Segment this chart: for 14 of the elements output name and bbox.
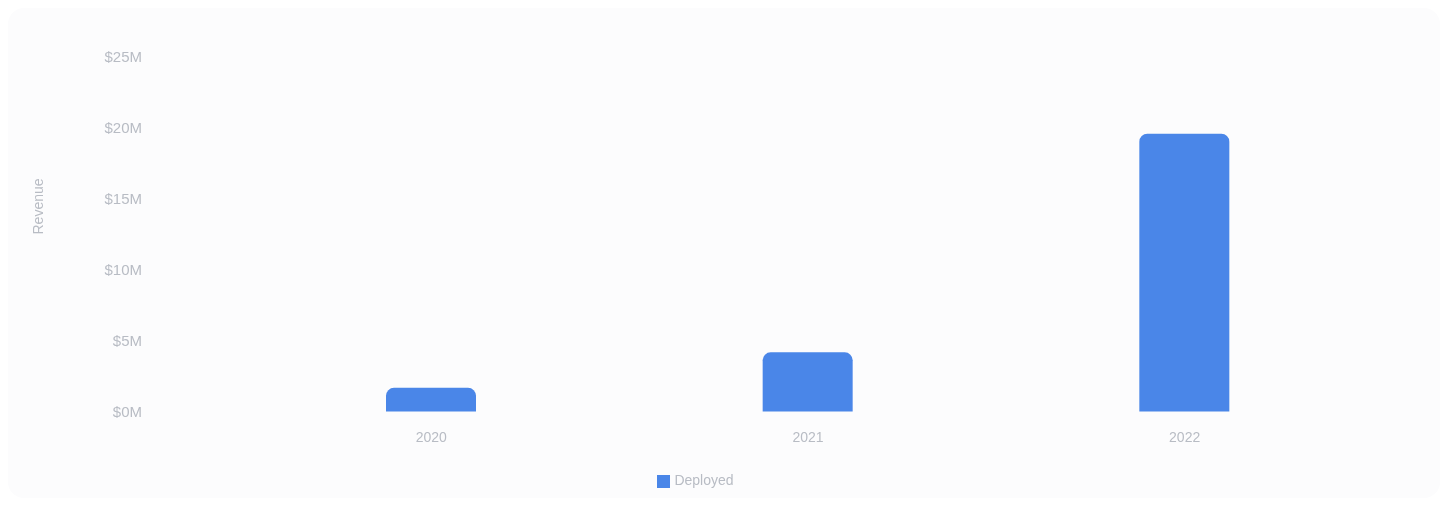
bar [762, 352, 853, 412]
x-tick-label: 2020 [415, 428, 448, 445]
y-tick-label: $15M [104, 190, 142, 208]
y-tick-label: $10M [104, 261, 142, 279]
y-tick-label: $20M [104, 119, 142, 137]
y-tick-label: $0M [112, 403, 142, 421]
bar [1139, 133, 1230, 412]
y-axis-title: Revenue [29, 178, 46, 235]
y-tick-label: $5M [112, 332, 142, 350]
legend-label: Deployed [674, 472, 734, 488]
bar [386, 387, 476, 412]
y-tick-label: $25M [104, 48, 142, 66]
x-tick-label: 2022 [1169, 428, 1201, 445]
x-tick-label: 2021 [792, 428, 824, 445]
